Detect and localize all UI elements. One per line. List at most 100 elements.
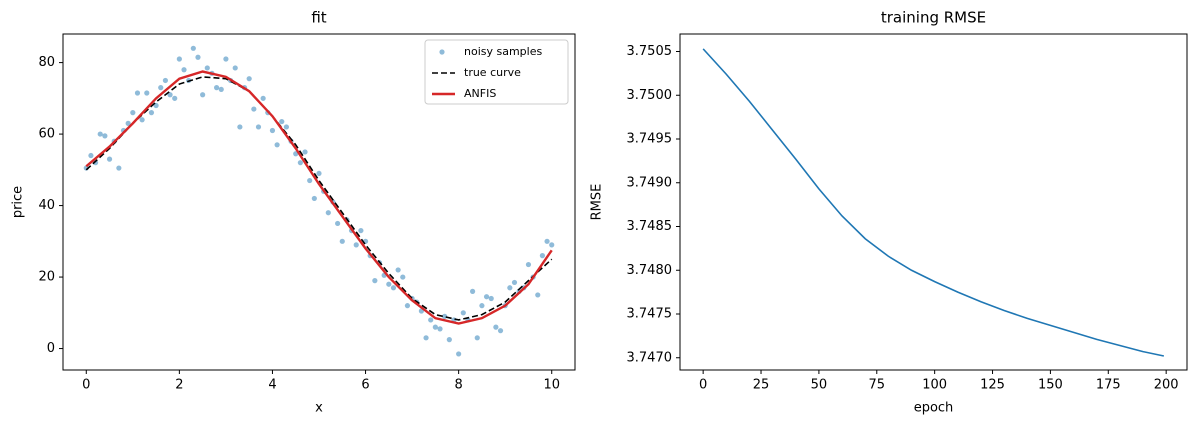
x-tick-label: 0 <box>699 378 707 393</box>
sample-point <box>525 261 532 268</box>
sample-point <box>497 328 504 334</box>
sample-point <box>232 65 238 71</box>
sample-point <box>428 317 434 323</box>
y-axis-label: price <box>11 186 26 218</box>
sample-point <box>97 131 103 137</box>
y-tick-label: 3.7480 <box>627 263 673 278</box>
sample-point <box>246 76 252 82</box>
sample-point <box>507 285 513 291</box>
y-tick-label: 3.7475 <box>627 307 673 322</box>
x-axis-label: epoch <box>914 401 954 416</box>
legend-label: noisy samples <box>464 45 542 58</box>
sample-point <box>144 90 150 96</box>
sample-point <box>307 177 313 184</box>
sample-point <box>395 267 401 273</box>
sample-point <box>549 242 555 248</box>
chart-title: training RMSE <box>881 9 986 27</box>
sample-point <box>190 45 196 51</box>
sample-point <box>335 220 341 227</box>
sample-point <box>218 86 224 93</box>
sample-point <box>535 292 541 298</box>
sample-point <box>260 95 266 101</box>
sample-point <box>404 303 411 309</box>
sample-point <box>274 142 280 148</box>
y-axis-label: RMSE <box>590 184 605 221</box>
y-tick-label: 0 <box>47 341 55 356</box>
subplot: fit x price 0 2 4 6 8 10 0 20 40 60 80 noisy samples tr… <box>11 9 576 416</box>
sample-point <box>88 152 94 159</box>
sample-point <box>456 351 462 357</box>
x-tick-label: 50 <box>811 378 828 393</box>
x-tick-label: 75 <box>869 378 886 393</box>
sample-point <box>195 54 201 60</box>
sample-point <box>139 117 145 123</box>
sample-point <box>204 65 210 71</box>
sample-point <box>372 278 378 284</box>
sample-point <box>460 310 466 316</box>
sample-point <box>474 335 480 341</box>
sample-point <box>102 133 108 139</box>
x-tick-label: 2 <box>175 378 183 393</box>
y-tick-label: 3.7495 <box>627 132 673 147</box>
sample-point <box>539 253 546 259</box>
sample-point <box>511 279 518 286</box>
plot-area <box>83 45 555 357</box>
sample-point <box>158 85 164 91</box>
sample-point <box>316 170 322 177</box>
sample-point <box>339 238 345 244</box>
y-tick-label: 3.7500 <box>627 88 673 103</box>
sample-point <box>479 303 485 309</box>
y-tick-label: 20 <box>38 270 55 285</box>
sample-point <box>167 92 173 98</box>
sample-point <box>148 110 155 116</box>
legend: noisy samples true curve ANFIS <box>424 39 569 105</box>
sample-point <box>488 295 494 302</box>
x-tick-label: 6 <box>361 378 369 393</box>
sample-point <box>237 124 243 130</box>
sample-point <box>214 85 220 91</box>
chart-title: fit <box>311 9 326 27</box>
sample-point <box>255 124 262 130</box>
x-tick-label: 0 <box>82 378 90 393</box>
sample-point <box>302 149 308 155</box>
subplot: training RMSE epoch RMSE 0 25 50 75 100 125 150 17… <box>590 9 1188 416</box>
legend-label: ANFIS <box>464 87 496 100</box>
y-tick-label: 40 <box>38 198 55 213</box>
sample-point <box>172 95 178 101</box>
sample-point <box>325 210 331 216</box>
x-tick-label: 25 <box>753 378 770 393</box>
sample-point <box>493 324 499 330</box>
sample-point <box>446 337 452 343</box>
sample-point <box>125 120 131 126</box>
sample-point <box>283 124 290 130</box>
y-tick-label: 3.7490 <box>627 175 673 190</box>
sample-point <box>223 56 229 62</box>
sample-point <box>358 227 364 234</box>
plot-area <box>702 48 1165 357</box>
x-tick-label: 10 <box>543 378 560 393</box>
sample-point <box>353 242 359 248</box>
sample-point <box>134 90 141 96</box>
sample-point <box>251 106 257 112</box>
x-axis-label: x <box>315 401 323 416</box>
sample-point <box>106 156 113 162</box>
x-tick-label: 125 <box>980 378 1005 393</box>
sample-point <box>269 127 276 134</box>
x-tick-label: 4 <box>268 378 276 393</box>
legend-marker <box>439 49 445 55</box>
x-tick-label: 200 <box>1154 378 1179 393</box>
y-tick-label: 3.7485 <box>627 219 673 234</box>
sample-point <box>390 285 397 291</box>
axes-frame <box>62 33 576 371</box>
x-tick-label: 100 <box>922 378 947 393</box>
sample-point <box>200 92 206 98</box>
axes-frame <box>679 33 1188 371</box>
sample-point <box>162 77 168 84</box>
legend-box <box>424 39 569 105</box>
sample-point <box>279 118 285 125</box>
y-tick-label: 80 <box>38 55 55 70</box>
y-tick-label: 60 <box>38 127 55 142</box>
sample-point <box>423 335 429 341</box>
x-tick-label: 175 <box>1096 378 1121 393</box>
